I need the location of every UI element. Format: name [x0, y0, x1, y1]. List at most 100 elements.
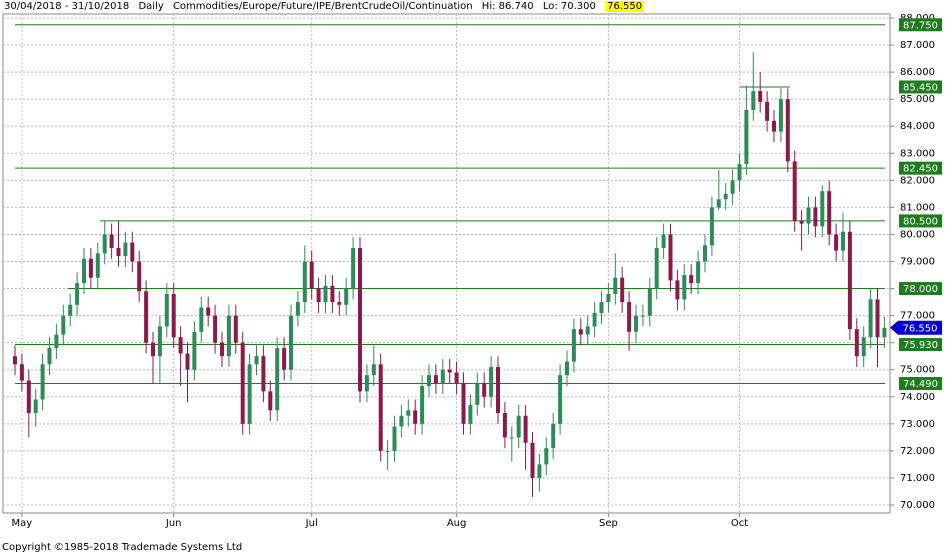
candle-body: [737, 164, 742, 181]
candle-body: [792, 161, 797, 221]
y-tick-label: 70.000: [900, 500, 935, 511]
candle-body: [627, 302, 632, 332]
level-box: [899, 214, 942, 228]
candle-body: [261, 356, 266, 392]
candle-body: [157, 326, 162, 357]
y-tick-label: 85.000: [900, 94, 935, 105]
candle-body: [40, 364, 45, 400]
candle-body: [571, 329, 576, 362]
level-box: [899, 377, 942, 391]
candle-body: [144, 291, 149, 343]
y-tick-label: 84.000: [900, 121, 935, 132]
level-label: 74.490: [903, 379, 938, 390]
candle-body: [75, 283, 80, 305]
candle-body: [413, 410, 418, 424]
candle-body: [109, 234, 114, 248]
candle-body: [316, 288, 321, 303]
candle-body: [68, 304, 73, 316]
candle-body: [47, 348, 52, 365]
candle-body: [578, 329, 583, 335]
candle-body: [502, 413, 507, 438]
candle-body: [468, 404, 473, 424]
candle-body: [151, 342, 155, 357]
candle-body: [854, 329, 859, 357]
candle-body: [206, 307, 211, 316]
footer: Copyright ©1985-2018 Trademade Systems L…: [2, 542, 243, 553]
candle-body: [482, 383, 487, 397]
high-label: Hi: 86.740: [481, 1, 534, 12]
candle-body: [682, 275, 687, 300]
candle-body: [861, 337, 866, 357]
candle-body: [516, 415, 521, 438]
candle-body: [551, 423, 556, 449]
candle-body: [875, 299, 880, 338]
candle-body: [696, 261, 701, 284]
level-box: [899, 80, 942, 94]
candle-body: [282, 348, 287, 370]
candle-body: [88, 258, 93, 278]
candle-body: [765, 101, 770, 121]
candle-body: [509, 437, 514, 439]
candle-body: [723, 193, 728, 200]
y-tick-label: 86.000: [900, 67, 935, 78]
candle-body: [309, 261, 314, 289]
y-tick-label: 73.000: [900, 419, 935, 430]
candle-body: [758, 91, 763, 102]
candle-body: [213, 315, 218, 343]
level-label: 87.750: [903, 20, 938, 31]
candle-body: [668, 234, 673, 281]
level-box: [899, 282, 942, 296]
candle-body: [847, 231, 852, 330]
candle-body: [323, 285, 328, 303]
candle-body: [834, 234, 839, 251]
date-range: 30/04/2018 - 31/10/2018: [4, 1, 130, 12]
candle-body: [461, 383, 466, 424]
candle-body: [799, 220, 804, 224]
candle-body: [530, 442, 535, 478]
x-tick-label: Aug: [447, 518, 467, 529]
y-tick-label: 72.000: [900, 446, 935, 457]
candle-body: [330, 285, 335, 303]
level-label: 80.500: [903, 216, 938, 227]
candle-body: [427, 375, 431, 386]
last-price-box: [890, 320, 942, 335]
candle-body: [820, 191, 825, 227]
candle-body: [337, 302, 342, 305]
y-tick-label: 71.000: [900, 473, 935, 484]
candle-body: [364, 375, 369, 392]
candle-body: [378, 364, 383, 451]
x-tick-label: Oct: [731, 518, 748, 529]
candle-body: [716, 199, 721, 208]
last-price-label: 76.550: [903, 323, 938, 334]
y-tick-label: 75.000: [900, 365, 935, 376]
y-tick-label: 74.000: [900, 392, 935, 403]
candle-body: [454, 372, 459, 384]
candle-body: [240, 342, 245, 424]
x-tick-label: May: [12, 518, 33, 529]
candle-body: [744, 109, 749, 165]
x-tick-label: Sep: [599, 518, 618, 529]
candle-body: [709, 207, 714, 246]
candle-body: [447, 369, 452, 373]
candle-body: [772, 120, 776, 132]
candle-body: [868, 299, 873, 338]
candle-body: [275, 348, 280, 411]
candle-body: [399, 415, 404, 427]
candle-body: [302, 261, 307, 303]
candle-body: [33, 399, 38, 414]
candle-body: [433, 375, 438, 384]
candle-body: [689, 275, 694, 284]
candle-body: [420, 385, 425, 424]
y-tick-label: 80.000: [900, 229, 935, 240]
candle-body: [233, 315, 238, 343]
candle-body: [116, 247, 121, 257]
y-tick-label: 87.000: [900, 40, 935, 51]
candle-body: [634, 315, 638, 332]
candle-body: [392, 426, 397, 451]
candle-body: [289, 315, 293, 370]
candle-body: [882, 327, 887, 338]
x-tick-label: Jun: [165, 518, 182, 529]
plot-frame: [2, 13, 891, 514]
candle-body: [565, 361, 569, 376]
